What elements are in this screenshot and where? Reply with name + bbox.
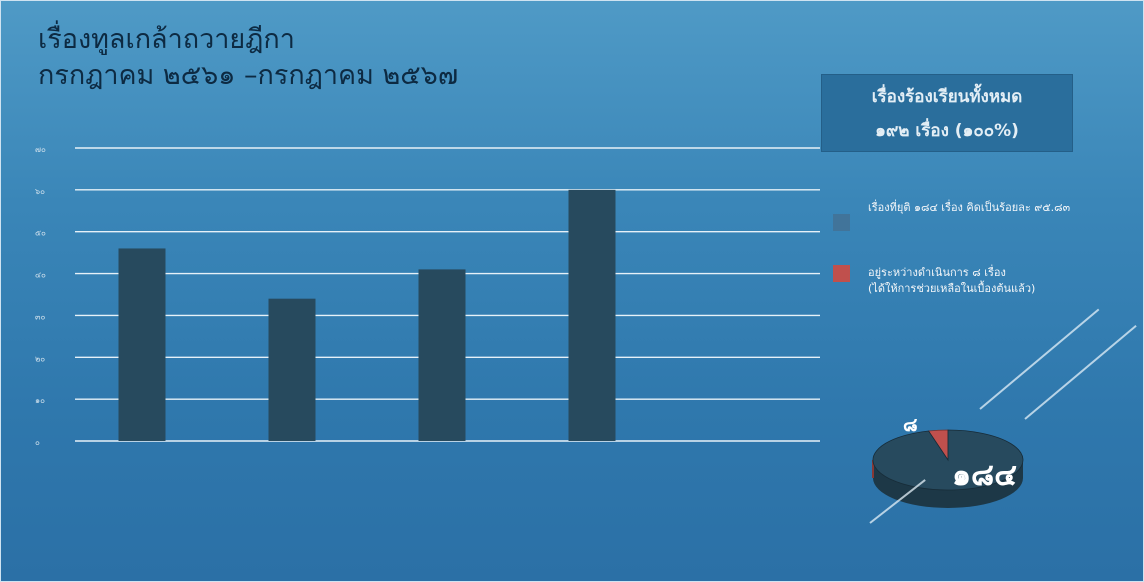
y-tick-label: ๔๐ [35,271,46,280]
slide-title: เรื่องทูลเกล้าถวายฎีกา กรกฎาคม ๒๕๖๑ –กรก… [38,22,458,94]
y-tick-label: ๒๐ [35,354,45,363]
pie-label-large: ๑๘๔ [952,458,1017,493]
y-tick-label: ๐ [35,438,40,447]
bar [418,269,466,441]
summary-box: เรื่องร้องเรียนทั้งหมด ๑๙๒ เรื่อง (๑๐๐%) [822,75,1072,151]
legend-item-pending: อยู่ระหว่างดำเนินการ ๘ เรื่อง (ได้ให้การ… [833,265,1035,297]
bar [118,248,166,441]
legend-swatch-resolved [833,214,850,231]
bar [568,189,616,441]
summary-line-1: เรื่องร้องเรียนทั้งหมด [871,87,1023,107]
pie-slice [872,429,1024,491]
summary-line-2: ๑๙๒ เรื่อง (๑๐๐%) [875,121,1019,141]
legend-text-line: เรื่องที่ยุติ ๑๘๔ เรื่อง คิดเป็นร้อยละ ๙… [868,201,1071,214]
y-tick-label: ๗๐ [35,145,46,154]
pie-side [873,460,1023,508]
title-line-2: กรกฎาคม ๒๕๖๑ –กรกฎาคม ๒๕๖๗ [38,60,459,91]
legend-label-pending: อยู่ระหว่างดำเนินการ ๘ เรื่อง (ได้ให้การ… [868,265,1035,297]
bars [118,189,616,441]
pie-chart [872,429,1024,508]
legend-text-line: (ได้ให้การช่วยเหลือในเบื้องต้นแล้ว) [868,282,1036,295]
y-tick-label: ๑๐ [35,396,45,405]
legend-text-line: อยู่ระหว่างดำเนินการ ๘ เรื่อง [868,266,1006,279]
pie-label-small: ๘ [903,414,918,436]
legend-label-resolved: เรื่องที่ยุติ ๑๘๔ เรื่อง คิดเป็นร้อยละ ๙… [868,200,1070,216]
legend-item-resolved: เรื่องที่ยุติ ๑๘๔ เรื่อง คิดเป็นร้อยละ ๙… [833,200,1070,231]
legend-swatch-pending [833,265,850,282]
bar [268,298,316,441]
y-tick-label: ๖๐ [35,187,45,196]
title-line-1: เรื่องทูลเกล้าถวายฎีกา [38,24,295,55]
y-tick-label: ๓๐ [35,312,45,321]
y-tick-label: ๕๐ [35,229,46,238]
y-tick-labels: ๐ ๑๐ ๒๐ ๓๐ ๔๐ ๕๐ ๖๐ ๗๐ [35,145,46,447]
